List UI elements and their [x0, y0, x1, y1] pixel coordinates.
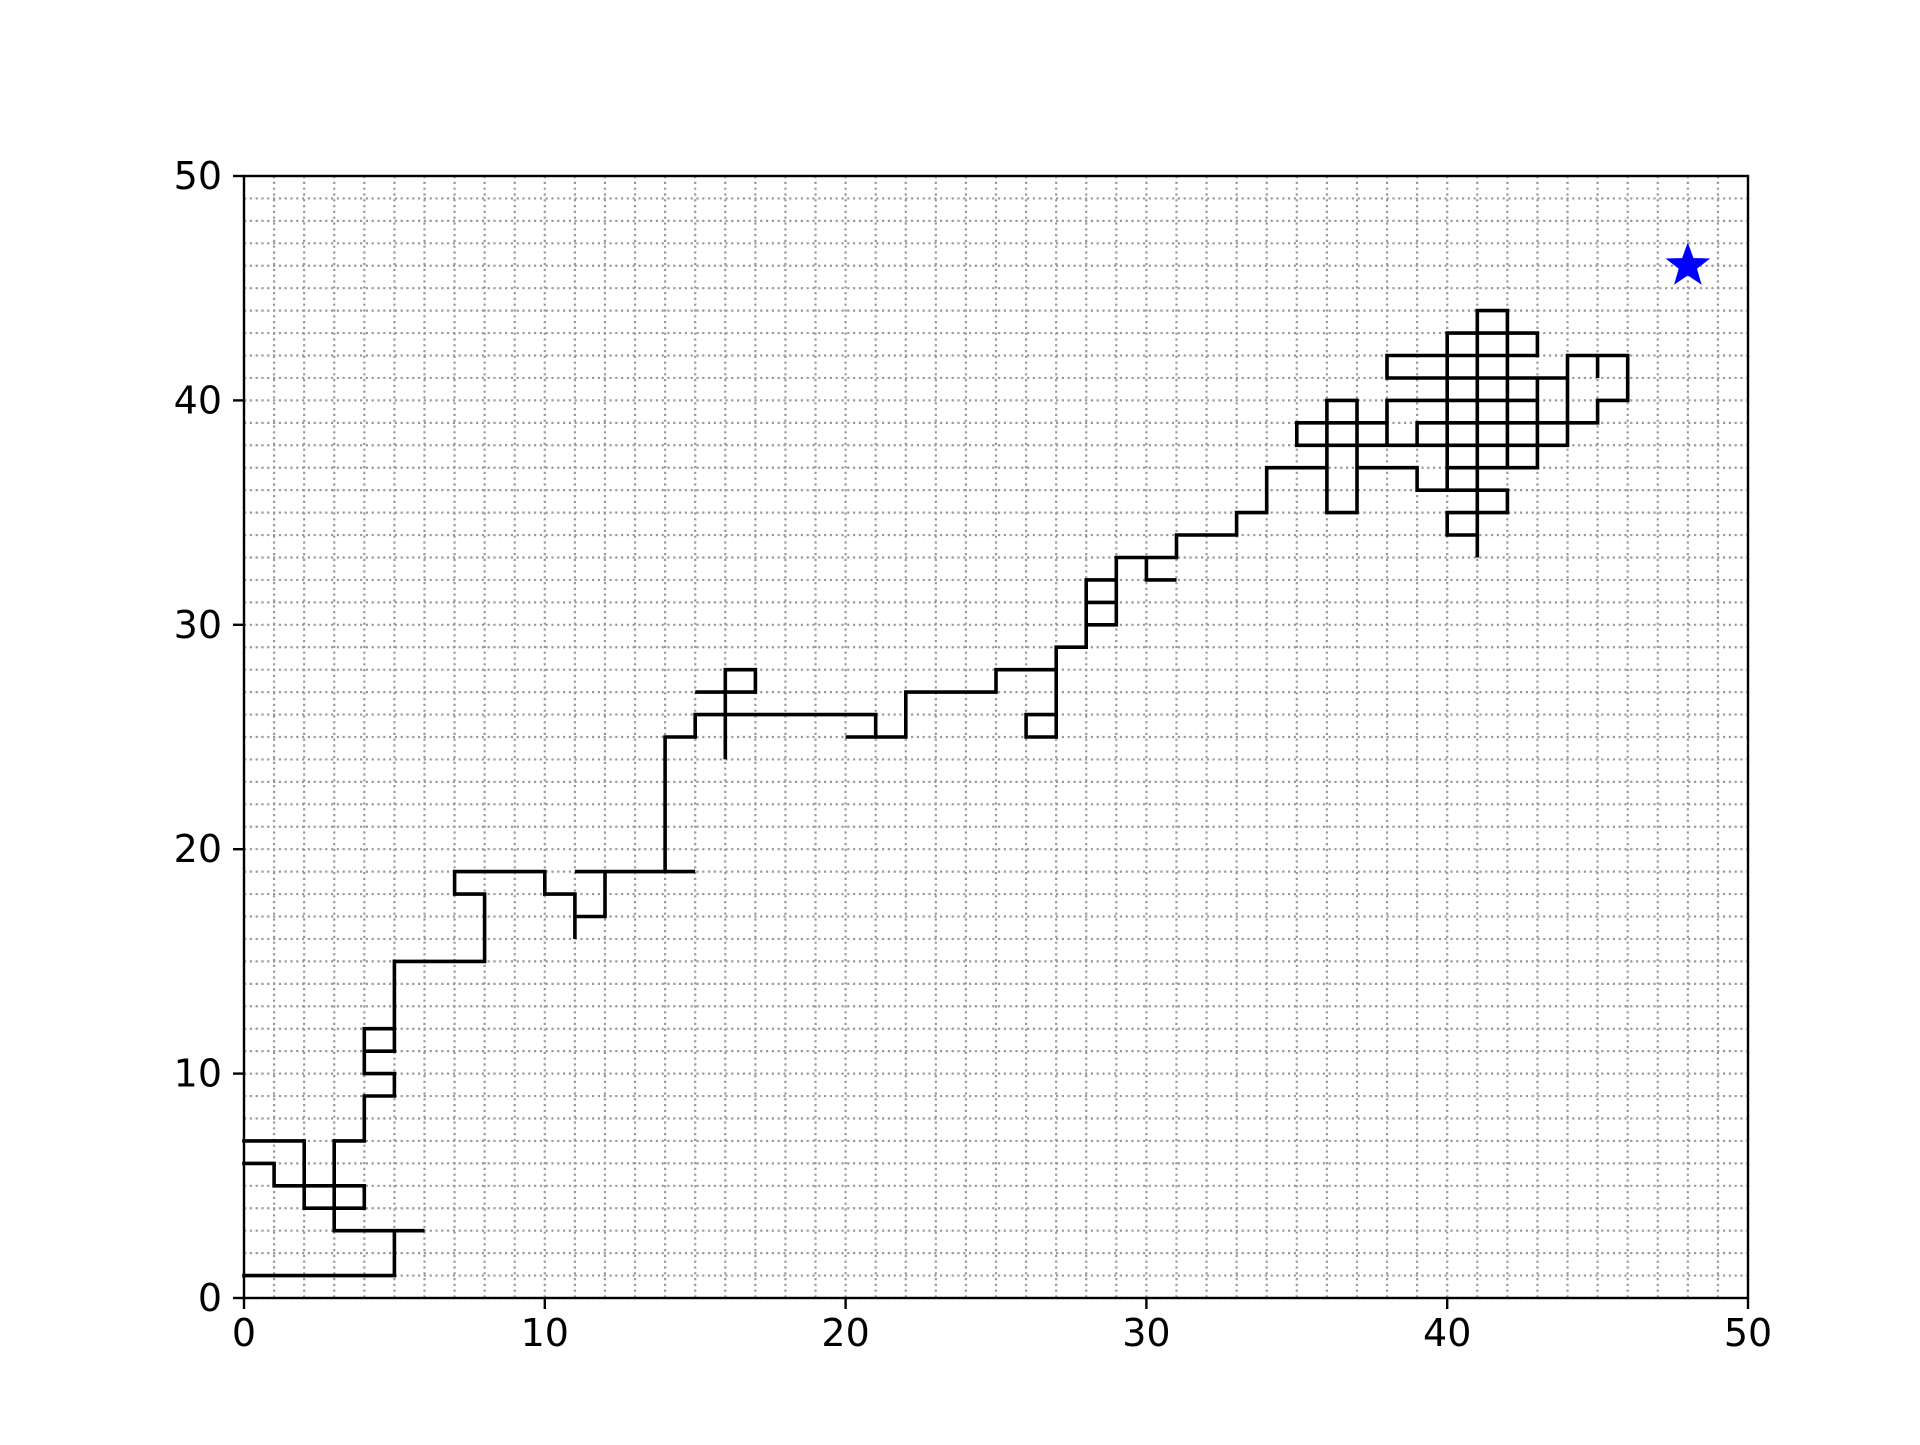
plot-area-frame: [242, 174, 1750, 1300]
walk-path-0: [242, 308, 1630, 1278]
x-tick-label: 20: [821, 1311, 869, 1355]
x-tick-label: 30: [1122, 1311, 1170, 1355]
x-tick-label: 50: [1724, 1311, 1772, 1355]
x-tick-label: 40: [1423, 1311, 1471, 1355]
y-tick-label: 40: [174, 378, 222, 422]
y-tick-label: 50: [174, 154, 222, 198]
star-marker: [1665, 242, 1711, 285]
y-tick-label: 0: [198, 1276, 222, 1320]
x-tick-label: 10: [521, 1311, 569, 1355]
tick-labels: 0 10 20 30 40 50 0 10 20 30 40 50: [174, 154, 1773, 1355]
markers: [1665, 242, 1711, 285]
x-tick-label: 0: [232, 1311, 256, 1355]
y-tick-label: 30: [174, 603, 222, 647]
walk-path-1: [242, 1139, 367, 1210]
walk-paths: [242, 308, 1630, 1278]
axis-ticks: [233, 174, 1750, 1309]
y-tick-label: 20: [174, 827, 222, 871]
y-tick-label: 10: [174, 1052, 222, 1096]
